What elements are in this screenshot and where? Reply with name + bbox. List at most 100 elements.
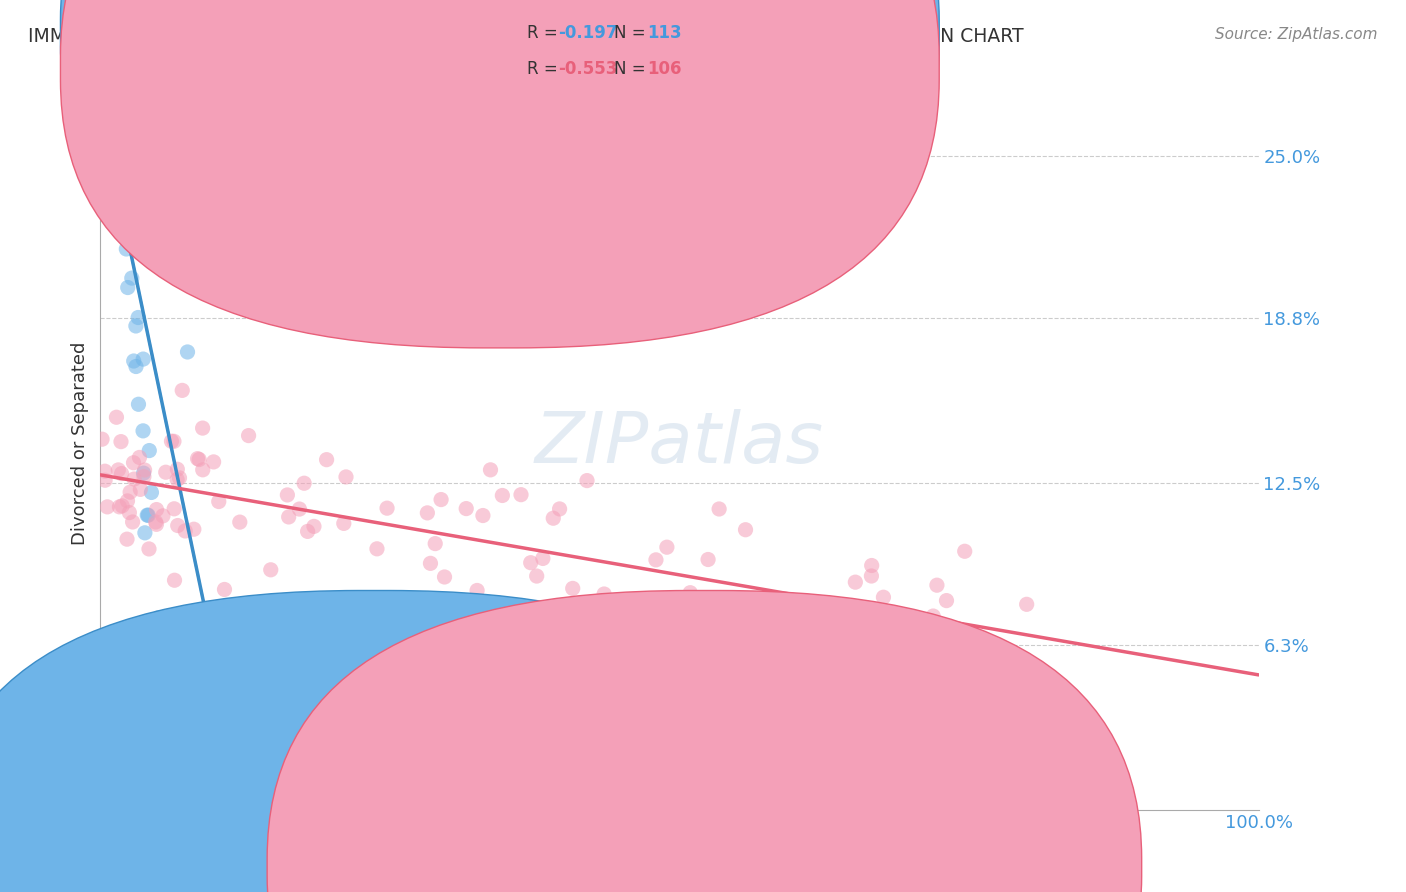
Point [115, 169, 138, 184]
Point [90, 70, 112, 85]
Text: ZIPatlas: ZIPatlas [534, 409, 824, 478]
Point [96, 70, 118, 85]
Point [648, 599, 671, 614]
Point [191, 421, 214, 435]
Point [257, 776, 280, 790]
Point [221, 776, 243, 790]
Point [366, 541, 388, 556]
Point [134, 525, 156, 540]
Point [288, 502, 311, 516]
Point [97, 70, 120, 85]
Point [166, 462, 188, 476]
Point [163, 776, 186, 790]
Text: N =: N = [614, 24, 651, 42]
Point [121, 271, 143, 285]
Point [115, 242, 138, 256]
Point [91, 70, 114, 85]
Point [138, 443, 160, 458]
Point [202, 455, 225, 469]
Point [94, 70, 117, 85]
Point [333, 516, 356, 531]
Point [868, 622, 890, 636]
Point [93, 70, 115, 85]
Point [229, 776, 252, 790]
Text: -0.197: -0.197 [558, 24, 617, 42]
Point [100, 70, 122, 85]
Point [233, 776, 256, 790]
Point [191, 463, 214, 477]
Point [465, 583, 488, 598]
Point [111, 70, 134, 85]
Point [297, 776, 319, 790]
Point [190, 776, 212, 790]
Text: 113: 113 [647, 24, 682, 42]
Point [215, 776, 238, 790]
Point [163, 573, 186, 587]
Point [167, 776, 190, 790]
Point [187, 776, 209, 790]
Point [90, 70, 112, 85]
Y-axis label: Divorced or Separated: Divorced or Separated [72, 342, 89, 545]
Point [245, 776, 267, 790]
Point [548, 502, 571, 516]
Point [141, 485, 163, 500]
Point [174, 524, 197, 538]
Point [541, 511, 564, 525]
Point [103, 128, 125, 142]
Point [430, 492, 453, 507]
Point [96, 70, 118, 85]
Point [148, 610, 170, 624]
Point [686, 669, 709, 683]
Point [138, 541, 160, 556]
Point [129, 483, 152, 497]
Point [935, 593, 957, 607]
Point [479, 463, 502, 477]
Point [844, 575, 866, 590]
Point [707, 502, 730, 516]
Point [204, 776, 226, 790]
Point [170, 776, 193, 790]
Point [132, 466, 155, 480]
Point [510, 488, 533, 502]
Point [122, 456, 145, 470]
Point [110, 155, 132, 169]
Point [98, 104, 121, 119]
Point [91, 70, 114, 85]
Point [191, 776, 214, 790]
Point [277, 510, 299, 524]
Point [145, 517, 167, 532]
Point [110, 71, 132, 86]
Point [110, 434, 132, 449]
Text: Immigrants from Asia: Immigrants from Asia [782, 852, 962, 870]
Point [96, 70, 118, 85]
Point [419, 557, 441, 571]
Point [108, 500, 131, 514]
Point [425, 536, 447, 550]
Point [679, 585, 702, 599]
Point [471, 508, 494, 523]
Point [176, 345, 198, 359]
Point [94, 70, 117, 85]
Text: -0.553: -0.553 [558, 60, 617, 78]
Point [100, 70, 122, 85]
Point [115, 185, 138, 199]
Point [111, 499, 134, 513]
Point [918, 689, 941, 703]
Point [111, 147, 134, 161]
Point [98, 70, 121, 85]
Point [94, 70, 117, 85]
Point [561, 582, 583, 596]
Point [645, 553, 668, 567]
Text: R =: R = [527, 60, 564, 78]
Point [433, 570, 456, 584]
Point [155, 776, 177, 790]
Point [360, 621, 382, 635]
Point [90, 70, 112, 85]
Point [115, 532, 138, 546]
Point [1015, 597, 1038, 611]
Point [134, 463, 156, 477]
Point [953, 544, 976, 558]
Point [429, 635, 451, 649]
Point [94, 464, 117, 478]
Point [188, 452, 211, 467]
